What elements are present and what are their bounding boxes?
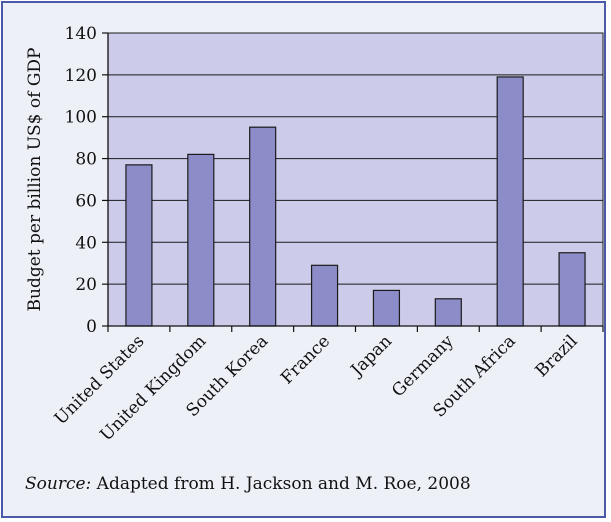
y-tick-label-0: 0 (86, 317, 97, 337)
y-tick-label-80: 80 (75, 150, 97, 170)
axes (102, 32, 604, 332)
bar-france (310, 264, 339, 327)
x-tick-label-france: France (277, 331, 334, 388)
y-tick-label-100: 100 (65, 108, 97, 128)
bar-south-africa (496, 76, 524, 327)
y-tick-label-40: 40 (75, 233, 97, 253)
y-tick-label-20: 20 (75, 275, 97, 295)
bars-group (125, 76, 586, 327)
x-tick-label-brazil: Brazil (532, 331, 582, 381)
source-text: Adapted from H. Jackson and M. Roe, 2008 (91, 474, 471, 494)
bar-japan (372, 289, 401, 327)
source-note: Source: Adapted from H. Jackson and M. R… (25, 474, 471, 494)
source-label: Source: (25, 474, 92, 494)
y-tick-label-120: 120 (65, 66, 97, 86)
bar-germany (434, 298, 462, 327)
bar-brazil (558, 252, 586, 327)
bar-south-korea (249, 126, 277, 327)
plot-area (107, 32, 604, 327)
bar-united-states (125, 164, 153, 327)
y-tick-label-140: 140 (65, 24, 97, 44)
y-tick-label-60: 60 (75, 191, 97, 211)
bar-united-kingdom (187, 153, 215, 327)
x-tick-label-japan: Japan (346, 331, 396, 381)
y-axis-label: Budget per billion US$ of GDP (25, 48, 45, 312)
x-tick-label-united-kingdom: United Kingdom (96, 331, 210, 445)
y-tick-labels: 0 20 40 60 80 100 120 140 (65, 24, 97, 337)
